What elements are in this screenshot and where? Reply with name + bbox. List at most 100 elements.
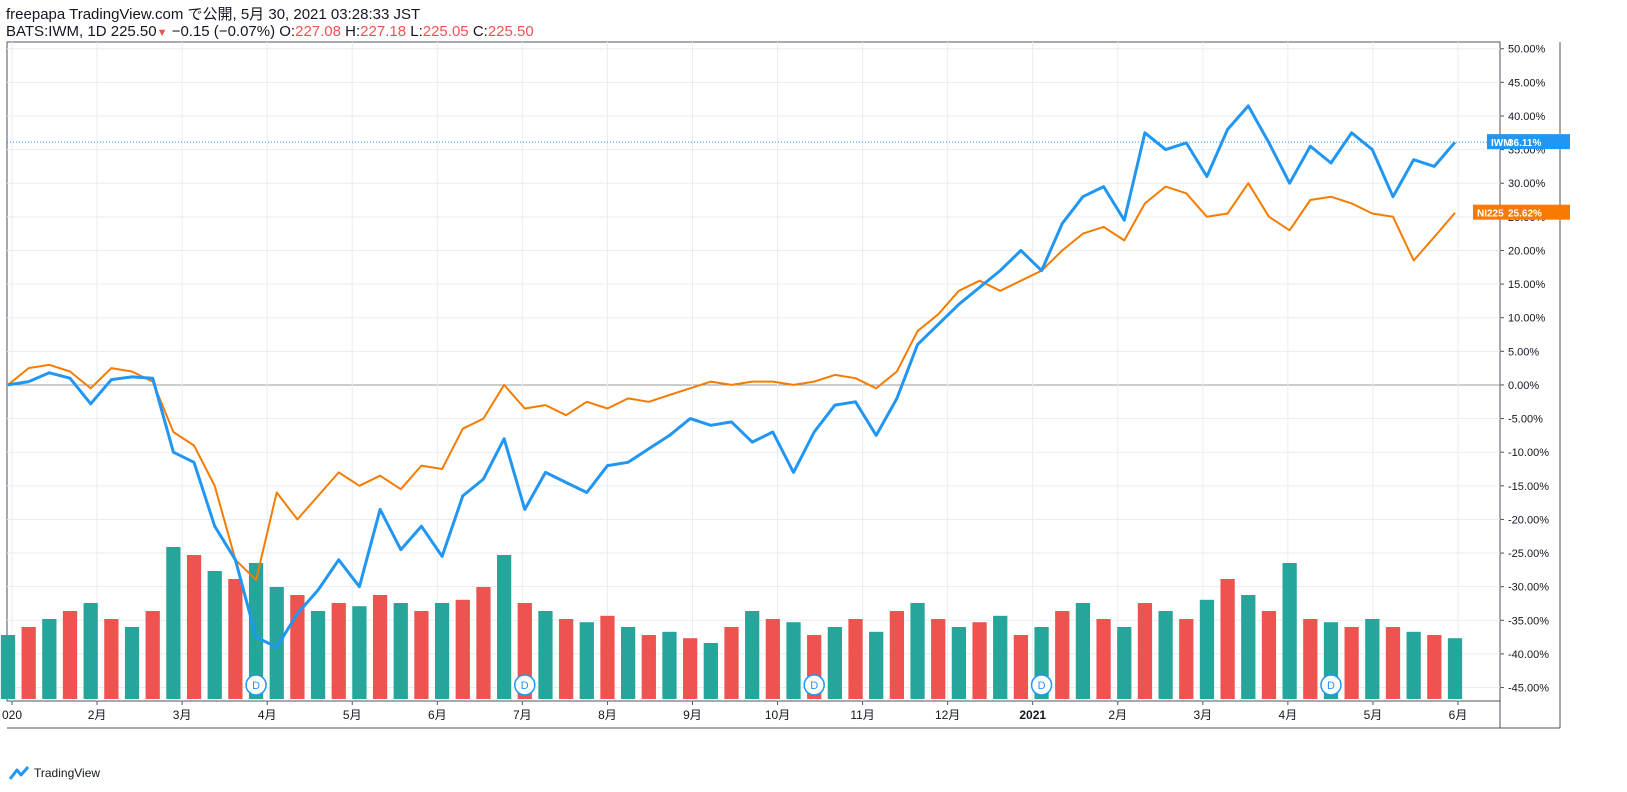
y-tick-label: -35.00% bbox=[1508, 615, 1549, 627]
volume-bar bbox=[641, 635, 656, 699]
volume-bar bbox=[124, 627, 140, 699]
volume-bar bbox=[145, 611, 160, 699]
series-value: 25.62% bbox=[1508, 209, 1542, 220]
volume-bar bbox=[1055, 611, 1070, 699]
volume-bar bbox=[724, 627, 739, 699]
volume-bar bbox=[538, 611, 553, 699]
volume-bar bbox=[228, 579, 243, 699]
tradingview-brand[interactable]: TradingView bbox=[8, 766, 100, 780]
volume-bar bbox=[0, 635, 16, 699]
volume-bar bbox=[993, 615, 1008, 699]
volume-bar bbox=[1406, 631, 1421, 699]
y-tick-label: -20.00% bbox=[1508, 514, 1549, 526]
volume-bar bbox=[1013, 635, 1029, 699]
dividend-marker-circle bbox=[1320, 674, 1342, 696]
tradingview-cloud-icon bbox=[8, 766, 30, 780]
dividend-marker-circle bbox=[245, 674, 267, 696]
x-tick-label: 2月 bbox=[1108, 708, 1127, 722]
volume-bar bbox=[1179, 619, 1194, 699]
brand-label: TradingView bbox=[34, 766, 101, 780]
volume-bar bbox=[42, 619, 57, 699]
volume-bar bbox=[455, 599, 470, 699]
y-tick-label: 5.00% bbox=[1508, 346, 1539, 358]
volume-bar bbox=[393, 603, 408, 699]
volume-bar bbox=[372, 595, 388, 699]
x-tick-label: 3月 bbox=[173, 708, 192, 722]
volume-bar bbox=[889, 611, 905, 699]
y-tick-label: -15.00% bbox=[1508, 481, 1549, 493]
y-tick-label: 45.00% bbox=[1508, 77, 1546, 89]
x-tick-label: 4月 bbox=[1279, 708, 1298, 722]
volume-bar bbox=[786, 622, 801, 699]
volume-bar bbox=[1365, 619, 1380, 699]
y-tick-label: 20.00% bbox=[1508, 245, 1546, 257]
series-tag-bg bbox=[1487, 134, 1570, 150]
volume-bar bbox=[248, 563, 264, 699]
x-tick-label: 6月 bbox=[1449, 708, 1468, 722]
y-tick-label: 30.00% bbox=[1508, 178, 1546, 190]
volume-bar bbox=[1261, 611, 1277, 699]
y-tick-label: 50.00% bbox=[1508, 44, 1546, 56]
volume-bar bbox=[62, 611, 78, 699]
volume-bar bbox=[1447, 638, 1463, 699]
dividend-marker[interactable]: D bbox=[1030, 674, 1053, 696]
x-tick-label: 020 bbox=[2, 708, 22, 722]
dividend-marker[interactable]: D bbox=[1320, 674, 1342, 696]
volume-bar bbox=[827, 627, 842, 699]
chart-header-ohlc: BATS:IWM, 1D 225.50▼ −0.15 (−0.07%) O:22… bbox=[6, 23, 534, 40]
y-tick-label: -10.00% bbox=[1508, 447, 1549, 459]
volume-bar bbox=[290, 595, 305, 699]
dividend-marker-label: D bbox=[810, 680, 818, 692]
volume-bar bbox=[496, 555, 512, 699]
volume-bar bbox=[1344, 627, 1359, 699]
x-tick-label: 5月 bbox=[343, 708, 362, 722]
dividend-marker-label: D bbox=[1327, 680, 1335, 692]
x-tick-label: 11月 bbox=[850, 708, 874, 722]
last-price: 225.50 bbox=[110, 23, 157, 40]
volume-bar bbox=[434, 603, 450, 699]
volume-bar bbox=[951, 627, 967, 699]
y-tick-label: -5.00% bbox=[1508, 414, 1543, 426]
volume-bar bbox=[910, 603, 925, 699]
volume-bar bbox=[848, 619, 863, 699]
x-tick-label: 8月 bbox=[598, 708, 617, 722]
y-tick-label: -45.00% bbox=[1508, 683, 1549, 695]
x-tick-label: 4月 bbox=[258, 708, 277, 722]
series-name: NI225 bbox=[1477, 209, 1504, 220]
dividend-marker-circle bbox=[803, 674, 825, 696]
x-tick-label: 7月 bbox=[513, 708, 532, 722]
dividend-marker[interactable]: D bbox=[245, 674, 267, 696]
x-tick-label: 12月 bbox=[935, 708, 960, 722]
volume-bar bbox=[765, 619, 780, 699]
volume-bar bbox=[104, 619, 119, 699]
y-tick-label: 15.00% bbox=[1508, 279, 1546, 291]
x-tick-label: 10月 bbox=[765, 708, 790, 722]
volume-bar bbox=[1241, 595, 1256, 699]
volume-bar bbox=[310, 611, 326, 699]
series-line-iwm[interactable] bbox=[7, 104, 1457, 649]
series-value: 36.11% bbox=[1508, 138, 1541, 149]
volume-bar bbox=[931, 619, 946, 699]
volume-bar bbox=[1199, 599, 1215, 699]
dividend-marker-circle bbox=[514, 674, 536, 696]
volume-bar bbox=[1137, 603, 1153, 699]
volume-bar bbox=[869, 631, 884, 699]
series-line-ni225[interactable] bbox=[7, 182, 1456, 581]
chart-header-published: freepapa TradingView.com で公開, 5月 30, 202… bbox=[6, 6, 421, 23]
volume-bar bbox=[579, 622, 594, 699]
volume-bar bbox=[331, 603, 346, 699]
dividend-marker-label: D bbox=[521, 680, 529, 692]
volume-bar bbox=[166, 547, 181, 699]
series-tag-ni225: NI225 25.62% bbox=[1473, 204, 1570, 220]
open-value: 227.08 bbox=[295, 23, 341, 40]
dividend-marker[interactable]: D bbox=[514, 674, 536, 696]
volume-bar bbox=[1427, 635, 1442, 699]
volume-bar bbox=[972, 622, 987, 699]
volume-bar bbox=[414, 611, 429, 699]
volume-bar bbox=[1385, 627, 1401, 699]
series-name: IWM bbox=[1491, 138, 1512, 149]
close-value: 225.50 bbox=[487, 23, 534, 40]
volume-bar bbox=[662, 631, 677, 699]
dividend-marker[interactable]: D bbox=[803, 674, 825, 696]
